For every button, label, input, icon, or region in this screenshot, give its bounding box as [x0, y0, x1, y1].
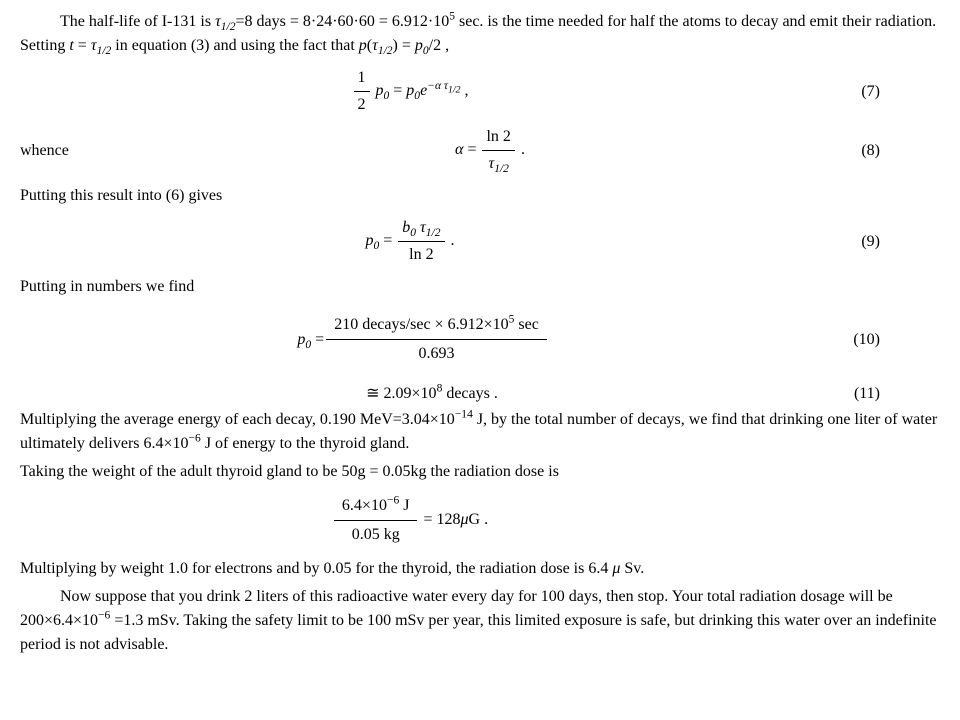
equation-8: whence α = ln 2 τ1/2 . (8)	[20, 125, 940, 176]
equation-number: (7)	[800, 80, 940, 104]
equation-7: 1 2 p0 = p0e−α τ1/2 , (7)	[20, 66, 940, 117]
text: =	[74, 37, 91, 54]
paragraph-2: Putting this result into (6) gives	[20, 184, 940, 208]
equation-number: (9)	[800, 230, 940, 254]
fraction: b0 τ1/2 ln 2	[398, 216, 444, 267]
fraction: 210 decays/sec × 6.912×105 sec 0.693	[326, 311, 547, 368]
math: p	[359, 37, 367, 54]
math: p0	[415, 37, 429, 54]
text: ) =	[393, 37, 415, 54]
math: τ1/2	[372, 37, 392, 54]
equation-11: ≅ 2.09×108 decays . (11)	[20, 378, 940, 410]
equation-dose: 6.4×10−6 J 0.05 kg = 128μG .	[20, 492, 940, 549]
equation-number: (8)	[800, 139, 940, 163]
paragraph-5: Taking the weight of the adult thyroid g…	[20, 460, 940, 484]
text: /2 ,	[429, 37, 449, 54]
paragraph-3: Putting in numbers we find	[20, 275, 940, 299]
math: τ1/2	[215, 13, 235, 30]
fraction: 1 2	[354, 66, 370, 117]
equation-10: p0 = 210 decays/sec × 6.912×105 sec 0.69…	[20, 307, 940, 372]
paragraph-6: Multiplying by weight 1.0 for electrons …	[20, 557, 940, 581]
fraction: 6.4×10−6 J 0.05 kg	[334, 492, 418, 549]
math: τ1/2	[91, 37, 111, 54]
equation-number: (11)	[800, 382, 940, 406]
text: =8 days = 8·24·60·60 = 6.912·10	[236, 13, 450, 30]
text: in equation (3) and using the fact that	[111, 37, 358, 54]
equation-number: (10)	[800, 328, 940, 352]
paragraph-4: Multiplying the average energy of each d…	[20, 408, 940, 456]
whence-label: whence	[20, 139, 180, 163]
fraction: ln 2 τ1/2	[482, 125, 514, 176]
equation-9: p0 = b0 τ1/2 ln 2 . (9)	[20, 216, 940, 267]
text: The half-life of I-131 is	[60, 13, 215, 30]
paragraph-1: The half-life of I-131 is τ1/2=8 days = …	[20, 10, 940, 58]
paragraph-7: Now suppose that you drink 2 liters of t…	[20, 585, 940, 657]
